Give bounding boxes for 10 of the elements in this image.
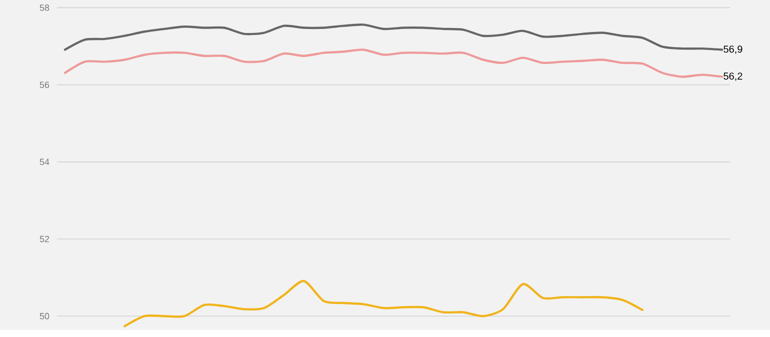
- y-tick-label: 56: [40, 82, 50, 88]
- y-tick-label: 58: [40, 4, 50, 11]
- line-series: [64, 24, 724, 51]
- y-tick-label: 52: [40, 236, 50, 242]
- data-label: 56,2: [724, 72, 742, 81]
- y-tick-label: 50: [40, 312, 50, 320]
- line-series: [64, 48, 724, 78]
- y-tick-label: 54: [40, 158, 50, 166]
- data-label: 56,9: [724, 46, 742, 54]
- line-series: [124, 280, 644, 328]
